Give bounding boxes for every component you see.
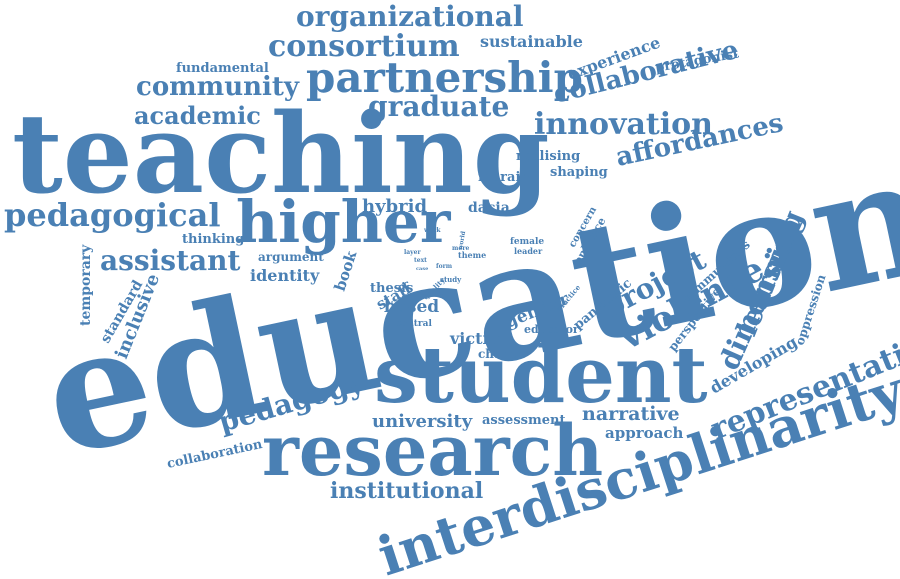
- word-innovation: innovation: [534, 107, 713, 142]
- word-female: female: [510, 237, 544, 247]
- word-community: community: [136, 72, 300, 102]
- word-maraini: maraini: [478, 170, 535, 185]
- word-hybrid: hybrid: [362, 196, 427, 217]
- word-sustainable: sustainable: [480, 32, 583, 51]
- word-student: student: [374, 330, 708, 421]
- word-leader: leader: [514, 246, 543, 256]
- word-dacia: dacia: [468, 200, 510, 216]
- word-more: more: [452, 245, 470, 252]
- word-change: change: [478, 347, 527, 361]
- word-higher: higher: [236, 188, 452, 256]
- word-case: case: [416, 266, 428, 272]
- word-consortium: consortium: [268, 29, 460, 64]
- word-organizational: organizational: [296, 0, 524, 33]
- word-institutional: institutional: [330, 478, 483, 504]
- word-world: world: [457, 230, 467, 252]
- word-assistant: assistant: [100, 244, 241, 277]
- word-partnership: partnership: [306, 53, 583, 102]
- word-form: form: [436, 263, 453, 270]
- word-realising: realising: [516, 149, 580, 164]
- word-approach: approach: [605, 424, 683, 442]
- word-university: university: [372, 411, 473, 432]
- word-fundamental: fundamental: [176, 61, 269, 76]
- word-thesis: thesis: [370, 281, 413, 296]
- word-identity: identity: [250, 266, 320, 285]
- word-victim: victim: [449, 329, 506, 348]
- word-text: text: [414, 257, 427, 264]
- word-thinking: thinking: [182, 232, 244, 247]
- word-narrative: narrative: [582, 403, 680, 425]
- word-assessment: assessment: [482, 413, 565, 428]
- word-teaching: teaching: [12, 89, 550, 218]
- word-based: based: [384, 297, 439, 317]
- word-graduate: graduate: [368, 90, 509, 123]
- word-shaping: shaping: [550, 165, 608, 180]
- word-central: central: [396, 319, 432, 329]
- word-pedagogical: pedagogical: [4, 196, 220, 234]
- word-study: study: [440, 275, 462, 284]
- word-work: work: [423, 227, 441, 234]
- word-argument: argument: [258, 250, 324, 264]
- word-temporary: temporary: [78, 244, 94, 326]
- word-research: research: [262, 409, 603, 492]
- word-academic: academic: [134, 101, 261, 130]
- word-theme: theme: [458, 250, 486, 260]
- word-cloud-words: education teaching student research inte…: [4, 0, 900, 579]
- word-layer: layer: [404, 249, 421, 256]
- word-educator: educator: [524, 323, 579, 336]
